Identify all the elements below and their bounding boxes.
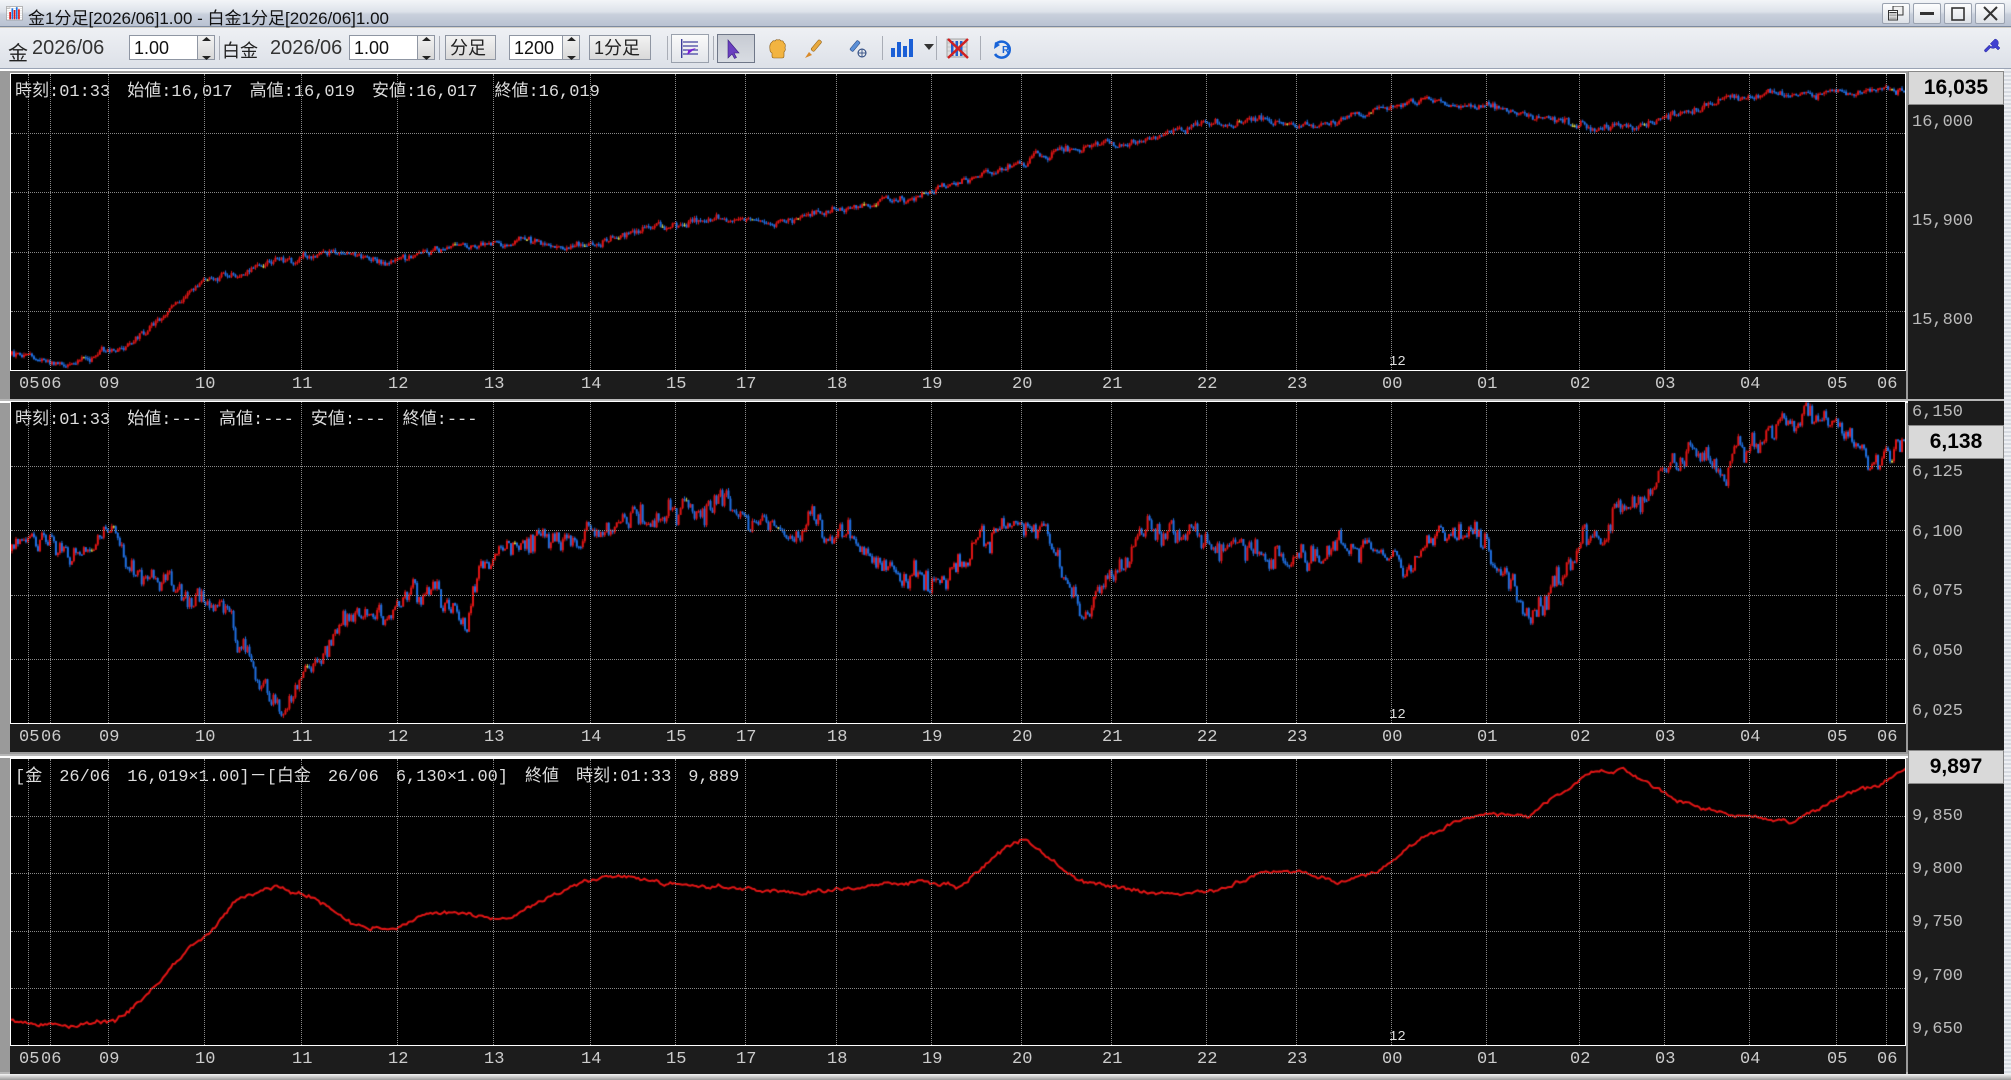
svg-text:R: R <box>1002 45 1010 56</box>
